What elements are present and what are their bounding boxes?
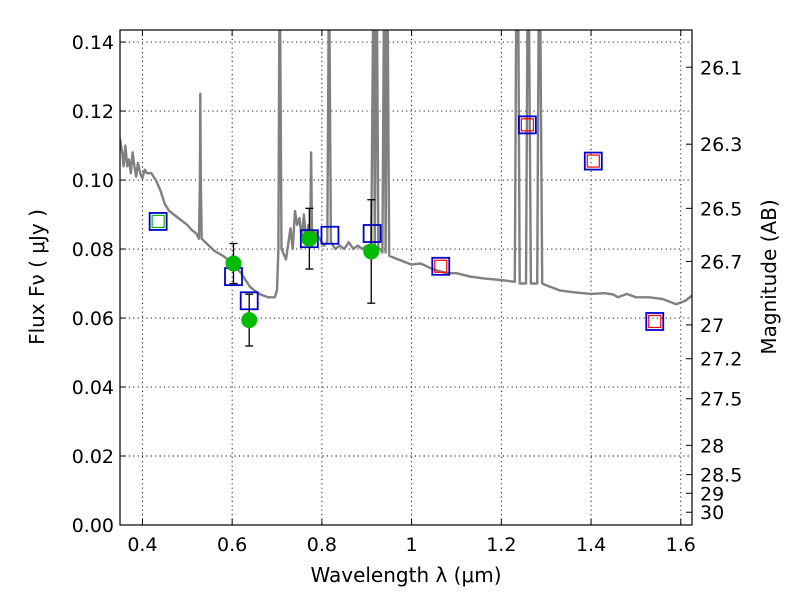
x-tick-label: 1 [406,534,418,556]
y-tick-label: 0.12 [72,101,114,123]
observed-photometry-square [434,259,448,273]
y-tick-label: 0.14 [72,32,114,54]
observed-photometry-square [151,214,165,229]
y-tick-label: 0.08 [72,239,114,261]
x-tick-label: 0.8 [307,534,337,556]
y-tick-label: 0.04 [72,377,114,399]
x-axis-title: Wavelength λ (μm) [310,563,501,587]
detection-point [363,243,380,260]
right-tick-label: 30 [700,502,724,524]
x-tick-label: 0.4 [127,534,157,556]
model-photometry-square [320,225,340,245]
y-tick-label: 0.06 [72,308,114,330]
detection-point [241,312,258,329]
model-photometry-square [517,115,537,135]
model-photometry-square [645,312,665,331]
y-tick-label: 0.00 [72,515,114,537]
detection-point [225,255,242,272]
model-photometry-square [431,256,451,276]
detection-point [301,230,318,247]
x-tick-label: 1.4 [576,534,606,556]
observed-photometry-square [648,314,662,329]
y-tick-label: 0.02 [72,446,114,468]
right-tick-label: 29 [700,483,724,505]
right-tick-label: 26.1 [700,57,742,79]
plot-frame [119,29,693,526]
x-tick-label: 1.6 [666,534,696,556]
x-tick-label: 1.2 [486,534,516,556]
right-tick-label: 27.2 [700,349,742,371]
model-photometry-square [148,212,168,231]
right-tick-label: 27.5 [700,389,742,411]
observed-photometry-square [586,154,600,168]
right-tick-label: 26.3 [700,134,742,156]
right-tick-label: 27 [700,315,724,337]
spectrum-line [120,30,692,306]
right-tick-label: 26.5 [700,198,742,220]
right-tick-label: 28.5 [700,465,742,487]
plot-area [120,30,692,347]
right-tick-label: 28 [700,435,724,457]
y-tick-label: 0.10 [72,170,114,192]
observed-photometry-square [520,118,534,132]
model-photometry-square [362,224,382,243]
axes: 0.4 0.6 0.8 1 1.2 1.4 1.6 0.00 0.02 0.04 0.06 0.08 0… [72,30,742,556]
right-axis-title: Magnitude (AB) [757,199,781,354]
model-photometry-square [583,151,603,171]
x-tick-label: 0.6 [217,534,247,556]
y-axis-title: Flux Fν ( μJy ) [25,209,49,345]
right-tick-label: 26.7 [700,251,742,273]
